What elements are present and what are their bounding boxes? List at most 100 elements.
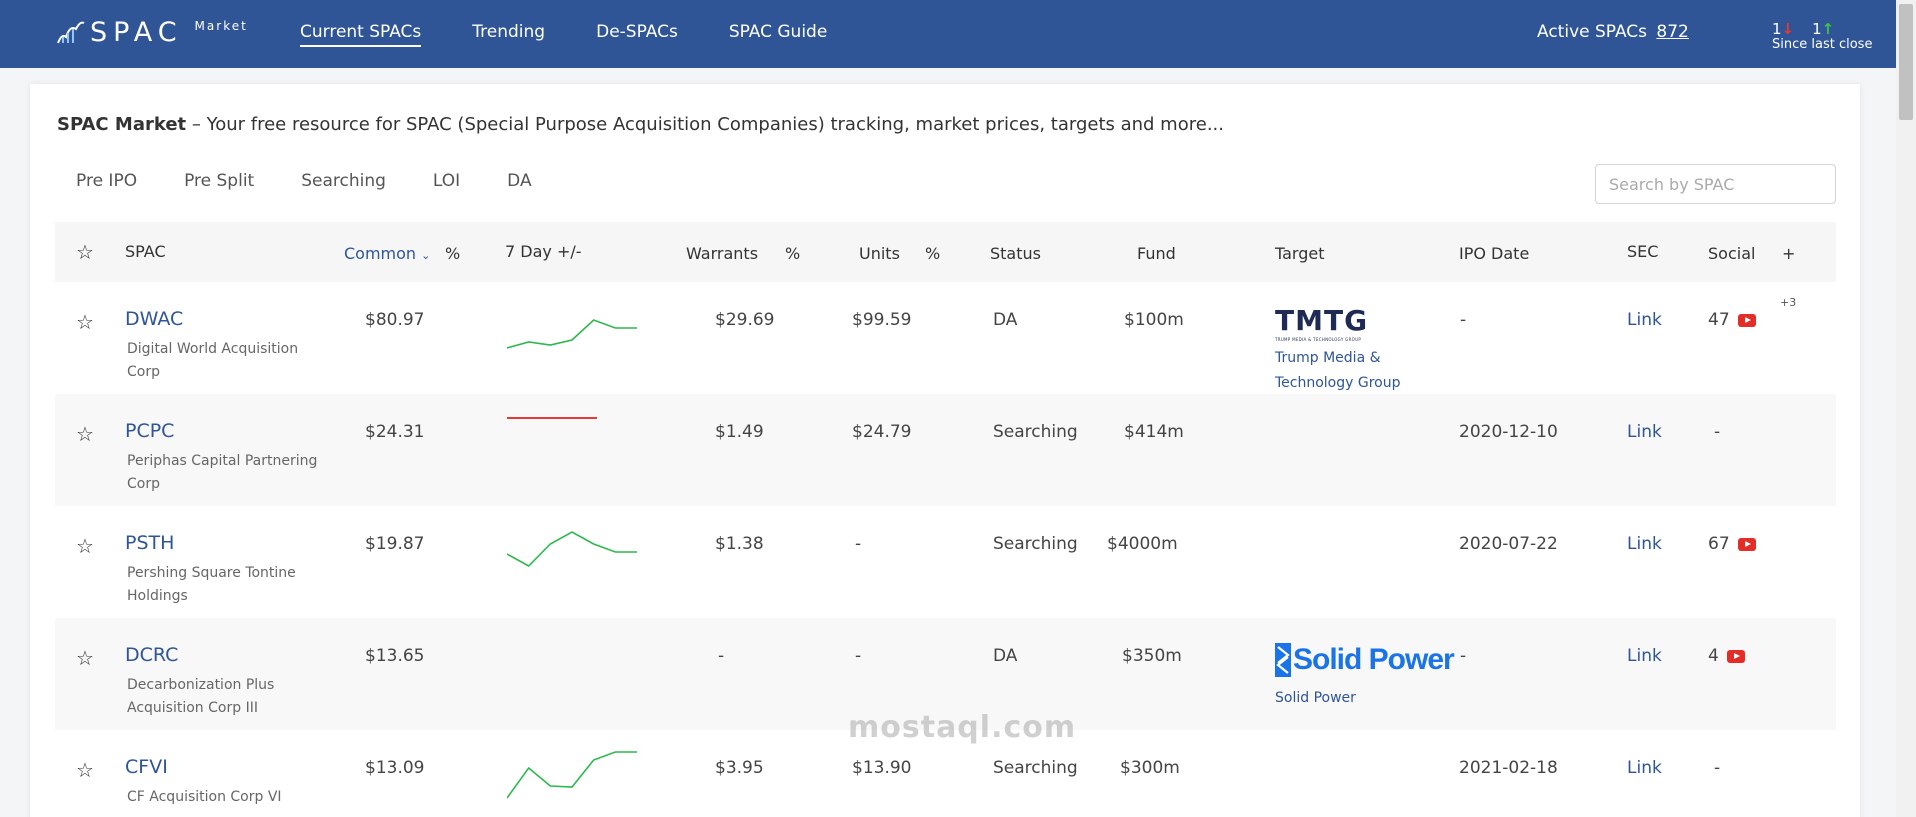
target-name[interactable]: Solid Power xyxy=(1275,690,1356,706)
social-count[interactable]: 4 xyxy=(1708,646,1745,666)
units-price: $24.79 xyxy=(852,422,912,442)
sparkline-path xyxy=(507,751,637,799)
filter-da[interactable]: DA xyxy=(507,171,532,191)
col-common[interactable]: Common ⌄ xyxy=(344,244,430,263)
table-row[interactable]: ☆ DWAC Digital World Acquisition Corp $8… xyxy=(55,282,1836,394)
warrants-price: $3.95 xyxy=(715,758,764,778)
col-units-pct[interactable]: % xyxy=(925,244,941,263)
filter-searching[interactable]: Searching xyxy=(301,171,386,191)
common-price: $24.31 xyxy=(365,422,425,442)
ipo-date: 2020-07-22 xyxy=(1459,534,1558,554)
social-count-value: 67 xyxy=(1708,534,1730,554)
col-fund[interactable]: Fund xyxy=(1137,244,1176,263)
table-row[interactable]: ☆ PSTH Pershing Square Tontine Holdings … xyxy=(55,506,1836,618)
nav-trending[interactable]: Trending xyxy=(472,22,546,42)
table-row[interactable]: ☆ PCPC Periphas Capital Partnering Corp … xyxy=(55,394,1836,506)
social-count[interactable]: 47 xyxy=(1708,310,1756,330)
units-price: $13.90 xyxy=(852,758,912,778)
common-price: $13.09 xyxy=(365,758,425,778)
spac-company-name: Pershing Square Tontine Holdings xyxy=(127,565,296,604)
social-count: - xyxy=(1714,422,1721,442)
col-units[interactable]: Units xyxy=(859,244,900,263)
solid-power-logo-text: Solid Power xyxy=(1293,643,1455,676)
units-price: $99.59 xyxy=(852,310,912,330)
warrants-price: $1.38 xyxy=(715,534,764,554)
down-count: 1 xyxy=(1772,20,1782,38)
filter-loi[interactable]: LOI xyxy=(432,171,461,191)
intro-description: – Your free resource for SPAC (Special P… xyxy=(186,114,1224,135)
search-input[interactable] xyxy=(1595,164,1836,204)
spac-ticker[interactable]: CFVI xyxy=(125,756,168,778)
sec-link[interactable]: Link xyxy=(1627,646,1662,666)
fund-value: $300m xyxy=(1120,758,1180,778)
table-row[interactable]: ☆ CFVI CF Acquisition Corp VI $13.09 $3.… xyxy=(55,730,1836,817)
page-scrollbar[interactable] xyxy=(1896,0,1916,817)
sparkline-7day xyxy=(507,531,637,567)
nav-de-spacs[interactable]: De-SPACs xyxy=(596,22,678,42)
col-status[interactable]: Status xyxy=(990,244,1041,263)
sparkline-path xyxy=(507,319,637,349)
fund-value: $100m xyxy=(1124,310,1184,330)
col-spac[interactable]: SPAC xyxy=(125,242,166,261)
social-count[interactable]: 67 xyxy=(1708,534,1756,554)
status-value: Searching xyxy=(993,422,1078,442)
spac-company-name: CF Acquisition Corp VI xyxy=(127,789,282,805)
since-last-close: 1↓ 1↑ Since last close xyxy=(1772,22,1873,53)
col-warrants-pct[interactable]: % xyxy=(785,244,801,263)
intro-brand: SPAC Market xyxy=(57,114,187,135)
sec-link[interactable]: Link xyxy=(1627,758,1662,778)
filter-pre-split[interactable]: Pre Split xyxy=(184,171,255,191)
spac-ticker[interactable]: DCRC xyxy=(125,644,179,666)
col-7day[interactable]: 7 Day +/- xyxy=(505,242,582,261)
table-row[interactable]: ☆ DCRC Decarbonization Plus Acquisition … xyxy=(55,618,1836,730)
warrants-price: $1.49 xyxy=(715,422,764,442)
col-add-button[interactable]: + xyxy=(1782,244,1796,263)
spac-ticker[interactable]: PSTH xyxy=(125,532,175,554)
target-logo-solid-power[interactable]: Solid Power xyxy=(1275,643,1455,677)
col-social[interactable]: Social xyxy=(1708,244,1756,263)
sec-link[interactable]: Link xyxy=(1627,422,1662,442)
star-icon[interactable]: ☆ xyxy=(76,422,94,446)
sec-link[interactable]: Link xyxy=(1627,310,1662,330)
col-warrants[interactable]: Warrants xyxy=(686,244,759,263)
sec-link[interactable]: Link xyxy=(1627,534,1662,554)
star-icon[interactable]: ☆ xyxy=(76,534,94,558)
nav-spac-guide[interactable]: SPAC Guide xyxy=(728,22,828,42)
tmtg-logo-text: TMTG xyxy=(1275,304,1369,337)
active-spacs: Active SPACs 872 xyxy=(1537,22,1689,42)
ipo-date: 2021-02-18 xyxy=(1459,758,1558,778)
star-icon[interactable]: ☆ xyxy=(76,240,94,264)
filter-pre-ipo[interactable]: Pre IPO xyxy=(76,171,138,191)
up-movers[interactable]: 1↑ xyxy=(1812,22,1834,37)
fund-value: $350m xyxy=(1122,646,1182,666)
spac-ticker[interactable]: PCPC xyxy=(125,420,175,442)
down-movers[interactable]: 1↓ xyxy=(1772,22,1794,37)
sparkline-7day xyxy=(507,417,597,419)
logo-chart-icon xyxy=(57,21,85,44)
star-icon[interactable]: ☆ xyxy=(76,310,94,334)
warrants-price: - xyxy=(718,646,725,666)
fund-value: $4000m xyxy=(1107,534,1178,554)
common-price: $80.97 xyxy=(365,310,425,330)
chevron-down-icon: ⌄ xyxy=(421,249,431,262)
col-sec[interactable]: SEC xyxy=(1627,242,1659,261)
status-filters: Pre IPO Pre Split Searching LOI DA xyxy=(76,171,579,191)
star-icon[interactable]: ☆ xyxy=(76,646,94,670)
arrow-down-icon: ↓ xyxy=(1781,20,1795,38)
since-label: Since last close xyxy=(1772,37,1873,52)
target-logo-tmtg[interactable]: TMTG TRUMP MEDIA & TECHNOLOGY GROUP xyxy=(1275,304,1378,343)
col-target[interactable]: Target xyxy=(1275,244,1325,263)
star-icon[interactable]: ☆ xyxy=(76,758,94,782)
common-price: $19.87 xyxy=(365,534,425,554)
more-socials[interactable]: +3 xyxy=(1780,296,1797,309)
active-spacs-count[interactable]: 872 xyxy=(1656,22,1689,42)
col-ipo-date[interactable]: IPO Date xyxy=(1459,244,1530,263)
warrants-price: $29.69 xyxy=(715,310,775,330)
nav-current-spacs[interactable]: Current SPACs xyxy=(300,22,422,47)
col-common-pct[interactable]: % xyxy=(445,244,461,263)
spac-ticker[interactable]: DWAC xyxy=(125,308,184,330)
scrollbar-thumb[interactable] xyxy=(1899,4,1913,120)
target-name[interactable]: Trump Media & Technology Group xyxy=(1275,350,1401,391)
site-logo[interactable]: SPAC Market xyxy=(56,14,248,50)
active-spacs-label: Active SPACs xyxy=(1537,22,1648,42)
